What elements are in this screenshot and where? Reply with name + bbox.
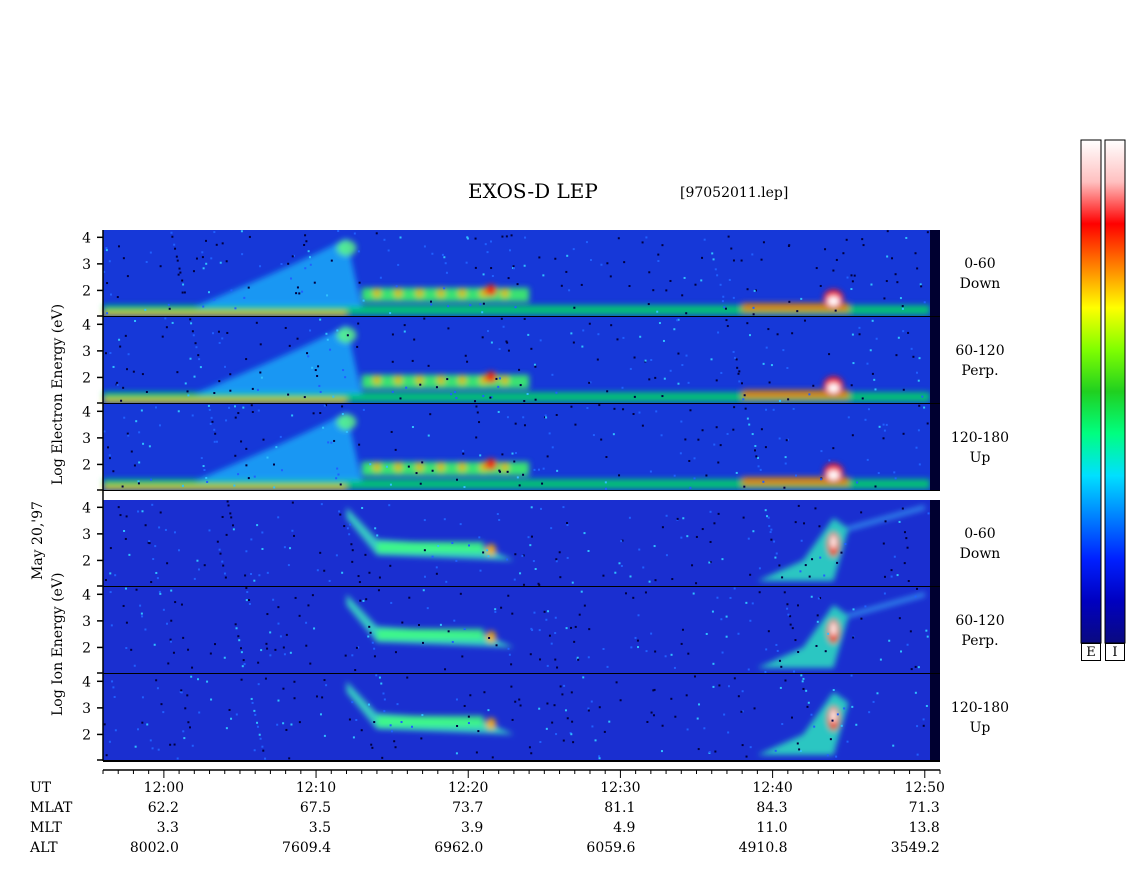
panel-edge-3	[930, 404, 940, 491]
panel-features-5	[346, 592, 926, 668]
orbit-cell-ut: 12:30	[600, 780, 641, 796]
panel-noise-1	[103, 230, 929, 316]
colorbar-e-label: E	[1081, 643, 1101, 661]
orbit-cell-ut: 12:40	[752, 780, 793, 796]
orbit-cell-ut: 12:10	[295, 780, 337, 796]
orbit-row-label-mlt: MLT	[30, 820, 62, 836]
colorbar-i-label: I	[1105, 643, 1125, 661]
panel-features-2	[103, 325, 930, 403]
orbit-row-label-ut: UT	[30, 780, 52, 796]
orbit-cell-mlt: 11.0	[756, 820, 788, 836]
pitch-angle-label: 60-120	[955, 342, 1005, 359]
electron-axis-label: Log Electron Energy (eV)	[50, 303, 66, 485]
pitch-angle-label: 60-120	[955, 612, 1005, 629]
orbit-cell-ut: 12:00	[143, 780, 185, 796]
orbit-cell-alt: 4910.8	[738, 840, 788, 856]
panel-edge-6	[930, 674, 940, 761]
pitch-angle-label: 120-180	[950, 699, 1010, 716]
panel-noise-5	[109, 587, 929, 673]
chart-title: EXOS-D LEP	[468, 179, 598, 203]
pitch-angle-label: 120-180	[950, 429, 1010, 446]
direction-label: Up	[969, 719, 991, 736]
orbit-cell-ut: 12:20	[448, 780, 489, 796]
colorbar-i	[1104, 139, 1126, 644]
panel-noise-6	[103, 674, 928, 760]
panel-label-1: 0-60 Down	[945, 254, 1015, 294]
colorbar-e	[1080, 139, 1102, 644]
y-tick-label: 3	[82, 527, 91, 543]
panel-edge-1	[930, 230, 940, 317]
panel-features-1	[103, 238, 930, 316]
y-tick-label: 2	[82, 457, 91, 473]
y-tick-label: 4	[82, 587, 91, 603]
y-tick-label: 4	[82, 317, 91, 333]
orbit-cell-mlt: 3.3	[156, 820, 179, 836]
orbit-cell-alt: 6059.6	[586, 840, 636, 856]
y-tick-label: 2	[82, 370, 91, 386]
direction-label: Down	[959, 275, 1001, 292]
panel-label-5: 60-120 Perp.	[945, 611, 1015, 651]
panel-edge-4	[930, 500, 940, 587]
orbit-cell-mlat: 84.3	[756, 800, 788, 816]
orbit-cell-alt: 6962.0	[434, 840, 484, 856]
direction-label: Perp.	[961, 632, 999, 649]
y-tick-label: 4	[82, 500, 91, 516]
y-tick-label: 4	[82, 230, 91, 246]
orbit-cell-mlat: 67.5	[299, 800, 332, 816]
y-tick-label: 3	[82, 257, 91, 273]
panel-noise-3	[103, 404, 929, 490]
date-label: May 20,'97	[30, 501, 46, 580]
ion-axis-label: Log Ion Energy (eV)	[50, 572, 66, 716]
panel-label-3: 120-180 Up	[945, 428, 1015, 468]
y-tick-label: 4	[82, 674, 91, 690]
panel-label-4: 0-60 Down	[945, 524, 1015, 564]
orbit-cell-mlt: 13.8	[908, 820, 940, 836]
orbit-row-label-alt: ALT	[30, 840, 58, 856]
y-tick-label: 2	[82, 640, 91, 656]
orbit-cell-ut: 12:50	[904, 780, 945, 796]
file-label: [97052011.lep]	[680, 185, 789, 201]
panel-features-4	[346, 505, 926, 581]
orbit-cell-alt: 8002.0	[129, 840, 179, 856]
orbit-cell-mlat: 62.2	[147, 800, 179, 816]
y-tick-label: 2	[82, 553, 91, 569]
pitch-angle-label: 0-60	[964, 255, 996, 272]
orbit-cell-alt: 7609.4	[282, 840, 332, 856]
orbit-cell-mlt: 4.9	[613, 820, 636, 836]
y-tick-label: 2	[82, 283, 91, 299]
orbit-row-label-mlat: MLAT	[30, 800, 73, 816]
y-tick-label: 3	[82, 344, 91, 360]
panel-edge-2	[930, 317, 940, 404]
y-tick-label: 3	[82, 701, 91, 717]
panel-label-6: 120-180 Up	[945, 698, 1015, 738]
orbit-cell-mlt: 3.5	[308, 820, 332, 836]
direction-label: Perp.	[961, 362, 999, 379]
y-tick-label: 3	[82, 431, 91, 447]
panel-features-6	[346, 681, 849, 755]
orbit-cell-mlat: 71.3	[908, 800, 940, 816]
block-gap	[103, 491, 940, 500]
direction-label: Down	[959, 545, 1001, 562]
panel-noise-4	[104, 500, 930, 586]
orbit-cell-mlt: 3.9	[460, 820, 484, 836]
orbit-cell-alt: 3549.2	[890, 840, 940, 856]
y-tick-label: 3	[82, 614, 91, 630]
y-tick-label: 4	[82, 404, 91, 420]
orbit-cell-mlat: 81.1	[604, 800, 636, 816]
direction-label: Up	[969, 449, 991, 466]
panel-features-3	[103, 412, 930, 490]
y-tick-label: 2	[82, 727, 91, 743]
panel-label-2: 60-120 Perp.	[945, 341, 1015, 381]
orbit-cell-mlat: 73.7	[452, 800, 484, 816]
panel-noise-2	[104, 317, 924, 403]
panel-edge-5	[930, 587, 940, 674]
pitch-angle-label: 0-60	[964, 525, 996, 542]
